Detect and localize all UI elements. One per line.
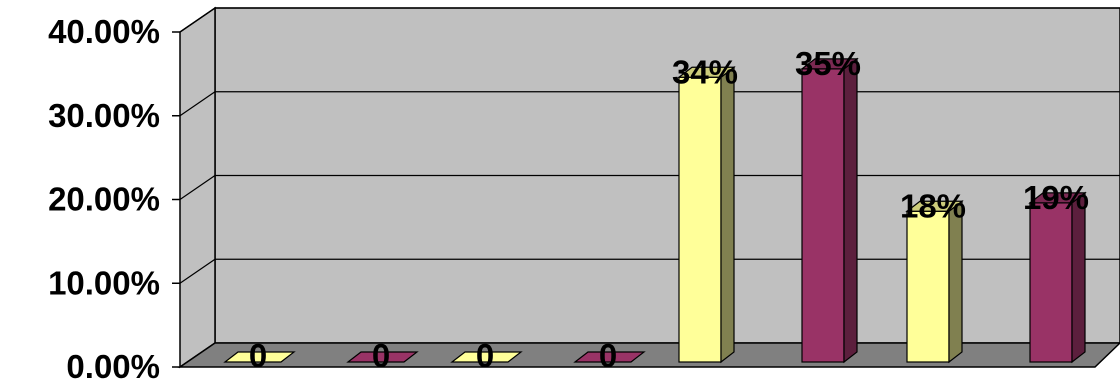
bar-flat [223,351,296,363]
bar [1028,191,1087,364]
y-tick-label: 10.00% [48,264,160,301]
bar-side [948,200,963,364]
data-label: 18% [900,187,966,224]
bar-side [720,66,735,364]
bars [223,57,1087,364]
bar-top [677,66,736,78]
bar [905,200,964,364]
bar-front [678,76,722,363]
bar-flat [346,351,419,363]
y-axis-tick-labels: 0.00% 10.00% 20.00% 30.00% 40.00% [48,13,160,385]
data-label: 0 [372,337,390,374]
bar [346,351,419,363]
data-label: 0 [249,337,267,374]
bar-top [905,200,964,212]
data-label: 0 [476,337,494,374]
bar-side [843,57,858,364]
chart-walls [177,6,1120,369]
bar [450,351,523,363]
bar-flat [573,351,646,363]
y-tick-label: 40.00% [48,13,160,50]
bar-flat [450,351,523,363]
bar [573,351,646,363]
data-label: 0 [599,337,617,374]
bar [223,351,296,363]
floor [177,342,1120,368]
bar-front [1029,202,1073,363]
y-tick-label: 20.00% [48,181,160,218]
bar-side [1071,191,1086,364]
y-tick-label: 0.00% [66,348,160,385]
bar-front [801,68,845,363]
bar-top [1028,192,1087,204]
bar [677,66,736,364]
data-label: 19% [1023,179,1089,216]
y-tick-label: 30.00% [48,97,160,134]
data-label: 35% [795,45,861,82]
gridline [179,7,1120,33]
bar-front [906,210,950,363]
bar-top [800,58,859,70]
data-label: 34% [672,53,738,90]
data-labels: 0 0 0 0 34% 35% 18% 19% [249,45,1089,374]
bar [800,57,859,364]
